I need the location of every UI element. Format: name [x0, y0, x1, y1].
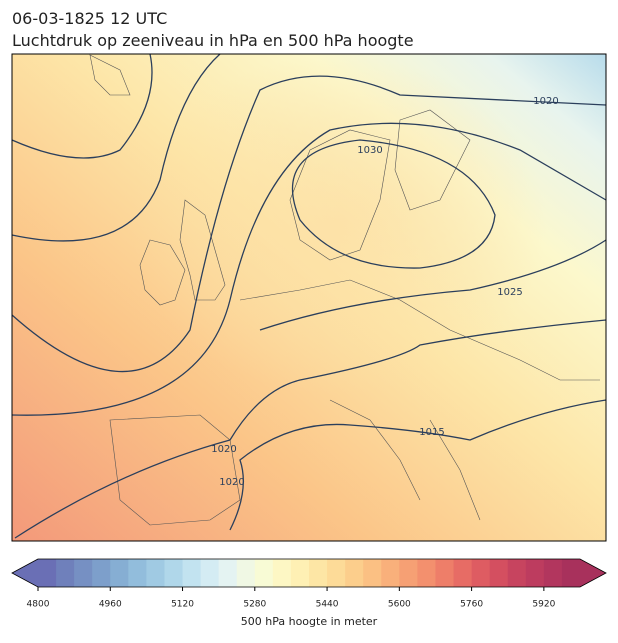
colorbar-segment — [561, 559, 581, 587]
isobar-label: 1025 — [497, 287, 522, 298]
colorbar-tick-label: 5280 — [243, 600, 266, 610]
colorbar-tick-label: 5120 — [171, 600, 194, 610]
colorbar-segment — [363, 559, 382, 587]
colorbar-outline — [11, 558, 607, 588]
colorbar-segment — [128, 559, 147, 587]
colorbar-segment — [164, 559, 184, 587]
colorbar-tick-label: 5920 — [532, 600, 555, 610]
colorbar-segment — [146, 559, 165, 587]
colorbar-segment — [56, 559, 75, 587]
colorbar: 4800 4960 5120 5280 5440 5600 5760 5920 — [11, 558, 607, 610]
height-field-overlay — [12, 54, 606, 541]
colorbar-tick-label: 4800 — [27, 600, 50, 610]
map: 1020 1030 1025 1015 1020 1020 — [11, 53, 607, 542]
colorbar-segment — [489, 559, 509, 587]
colorbar-segment — [218, 559, 238, 587]
colorbar-segment — [110, 559, 129, 587]
colorbar-label: 500 hPa hoogte in meter — [241, 615, 378, 628]
subtitle: Luchtdruk op zeeniveau in hPa en 500 hPa… — [12, 31, 414, 50]
colorbar-segment — [182, 559, 202, 587]
colorbar-segment — [381, 559, 400, 587]
colorbar-segment — [345, 559, 364, 587]
colorbar-segment — [38, 559, 57, 587]
colorbar-segment — [453, 559, 473, 587]
isobar-label: 1015 — [419, 427, 444, 438]
colorbar-segment — [435, 559, 455, 587]
colorbar-segment — [290, 559, 310, 587]
colorbar-extend-low — [12, 559, 38, 587]
isobars — [11, 53, 607, 539]
colorbar-tick-label: 4960 — [99, 600, 122, 610]
colorbar-segment — [399, 559, 418, 587]
colorbar-segment — [417, 559, 436, 587]
isobar-label: 1020 — [533, 96, 558, 107]
colorbar-tick-label: 5760 — [460, 600, 483, 610]
isobar-label: 1020 — [219, 477, 244, 488]
title: 06-03-1825 12 UTC — [12, 9, 167, 28]
isobar-label: 1030 — [357, 145, 382, 156]
isobar-label: 1020 — [211, 444, 236, 455]
colorbar-tick-label: 5440 — [316, 600, 339, 610]
colorbar-segment — [507, 559, 527, 587]
coastlines — [89, 54, 600, 526]
colorbar-segment — [254, 559, 274, 587]
colorbar-segment — [543, 559, 563, 587]
colorbar-segment — [327, 559, 346, 587]
colorbar-segment — [525, 559, 545, 587]
colorbar-tick-label: 5600 — [388, 600, 411, 610]
colorbar-segment — [309, 559, 328, 587]
map-frame — [11, 53, 607, 542]
colorbar-segment — [471, 559, 491, 587]
colorbar-segment — [272, 559, 292, 587]
colorbar-segment — [92, 559, 111, 587]
colorbar-segment — [74, 559, 93, 587]
colorbar-extend-high — [580, 559, 606, 587]
colorbar-segment — [236, 559, 256, 587]
colorbar-segment — [200, 559, 220, 587]
